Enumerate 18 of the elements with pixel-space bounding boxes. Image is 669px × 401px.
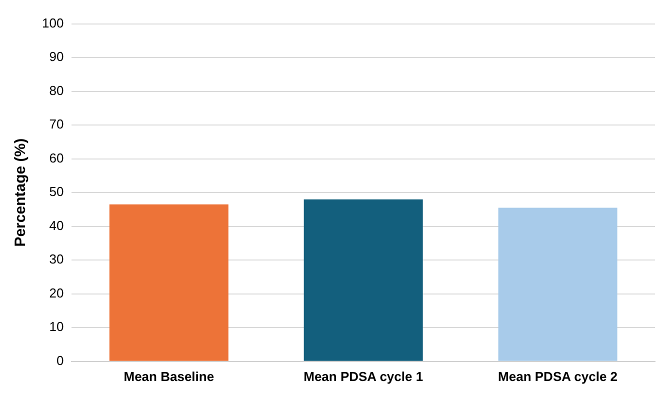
y-tick-label: 0 [56,352,64,368]
y-tick-label: 20 [49,285,64,300]
y-tick-label: 80 [49,82,64,98]
y-tick-label: 100 [42,15,64,30]
bar [304,199,423,361]
y-axis-title: Percentage (%) [12,138,30,247]
x-tick-label: Mean PDSA cycle 1 [304,368,424,384]
y-tick-label: 50 [49,184,64,200]
y-tick-label: 10 [49,319,64,334]
bar [498,208,618,361]
y-tick-label: 90 [49,49,64,64]
x-tick-label: Mean Baseline [124,368,214,384]
y-tick-label: 30 [49,252,64,267]
x-tick-label: Mean PDSA cycle 2 [498,368,618,384]
y-tick-label: 60 [49,150,64,166]
y-tick-label: 40 [49,218,64,233]
bar [109,204,228,361]
y-tick-label: 70 [49,116,64,132]
